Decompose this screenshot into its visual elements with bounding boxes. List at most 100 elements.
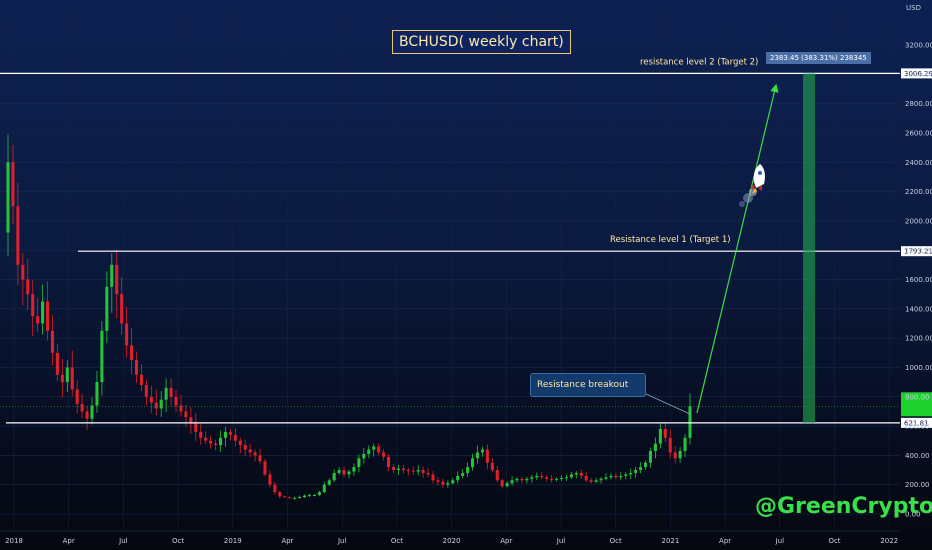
candle-body <box>456 475 460 481</box>
candle-body <box>327 480 331 485</box>
candle-body <box>609 475 613 478</box>
rocket-icon-svg <box>739 164 765 207</box>
candle-body <box>347 471 351 475</box>
candle-body <box>382 452 386 457</box>
rocket-icon <box>738 158 778 208</box>
candle-body <box>169 387 173 397</box>
candle-body <box>253 452 257 456</box>
candle-body <box>391 467 396 471</box>
level-price-tag <box>901 68 932 79</box>
x-tick-label: Oct <box>828 537 840 545</box>
candle-body <box>65 367 69 383</box>
candle-body <box>298 497 302 499</box>
candle-body <box>673 452 677 459</box>
x-tick-label: 2021 <box>661 537 679 545</box>
candle-body <box>451 480 455 484</box>
candle-body <box>683 437 687 451</box>
currency-label: USD <box>906 4 921 12</box>
level-price-tag <box>901 417 932 428</box>
candle-body <box>204 437 208 441</box>
candle-body <box>579 472 583 476</box>
candle-body <box>688 406 692 438</box>
candle-body <box>510 480 514 484</box>
chart-title-text: BCHUSD( weekly chart) <box>399 34 564 50</box>
candle-body <box>594 480 598 482</box>
x-tick-label: 2020 <box>443 537 461 545</box>
candle-body <box>515 478 519 481</box>
y-tick-label: 2400.00 <box>905 159 932 167</box>
x-tick-label: Oct <box>610 537 622 545</box>
candle-body <box>41 301 45 324</box>
candle-body <box>332 472 336 481</box>
x-tick-label: 2019 <box>224 537 242 545</box>
x-tick-label: Apr <box>500 537 512 545</box>
candle-body <box>214 443 218 446</box>
level-price-text: 1793.21 <box>904 248 932 256</box>
candle-body <box>26 279 30 295</box>
candle-body <box>238 440 242 446</box>
candle-body <box>199 431 203 438</box>
candle-body <box>70 367 74 390</box>
candle-body <box>268 474 272 485</box>
candle-body <box>46 301 50 331</box>
candle-body <box>307 494 311 496</box>
candle-body <box>668 437 672 453</box>
candle-body <box>322 484 326 493</box>
projection-label: 2383.45 (383.31%) 238345 <box>766 52 871 64</box>
x-tick-label: Apr <box>63 537 75 545</box>
candle-body <box>569 474 573 478</box>
candle-body <box>149 396 153 403</box>
candle-body <box>31 294 35 317</box>
candle-body <box>60 374 64 383</box>
currency-label-text: USD <box>906 4 921 12</box>
y-tick-label: 200.00 <box>905 481 930 489</box>
y-tick-label: 3000.00 <box>905 71 932 79</box>
candle-body <box>218 437 223 446</box>
y-tick-label: 0.00 <box>905 511 921 519</box>
x-tick-label: Oct <box>391 537 403 545</box>
x-axis: 2018 Apr Jul Oct 2019 Apr Jul Oct 2020 Apr Jul Oct 2… <box>0 530 900 545</box>
candle-body <box>574 472 578 475</box>
candle-body <box>100 330 104 383</box>
y-tick-label: 1800.00 <box>905 247 932 255</box>
candle-body <box>16 206 20 265</box>
y-tick-label: 1400.00 <box>905 305 932 313</box>
candle-body <box>387 456 391 468</box>
level-label: resistance level 2 (Target 2) <box>640 57 758 67</box>
target-range-box <box>803 73 815 423</box>
candle-body <box>490 462 494 471</box>
candle-body <box>317 492 321 495</box>
level-price-tag <box>901 246 932 257</box>
candle-body <box>337 470 341 473</box>
candle-body <box>485 449 489 463</box>
candle-body <box>619 475 623 478</box>
candle-body <box>288 497 292 499</box>
candle-body <box>505 483 509 487</box>
watermark: @GreenCrypto <box>755 494 932 519</box>
candle-body <box>629 472 633 475</box>
x-tick-label: Jul <box>775 537 785 545</box>
candle-body <box>110 264 114 287</box>
candle-body <box>184 411 188 418</box>
callout-pointer <box>645 393 691 415</box>
candle-body <box>243 445 247 450</box>
candle-body <box>421 470 425 473</box>
candle-body <box>278 492 282 497</box>
candle-body <box>653 443 657 451</box>
candle-body <box>352 467 356 472</box>
candle-body <box>530 477 534 479</box>
candle-body <box>312 494 316 496</box>
x-tick-label: 2022 <box>880 537 898 545</box>
candle-body <box>555 478 559 480</box>
candle-body <box>604 477 608 479</box>
candle-body <box>624 474 628 476</box>
chart-title: BCHUSD( weekly chart) <box>392 30 571 54</box>
candle-body <box>377 446 381 453</box>
candle-body <box>372 446 376 450</box>
y-tick-label: 2800.00 <box>905 100 932 108</box>
candle-body <box>115 264 119 295</box>
candle-body <box>367 449 371 454</box>
x-tick-label: Jul <box>118 537 128 545</box>
x-tick-label: Jul <box>556 537 566 545</box>
